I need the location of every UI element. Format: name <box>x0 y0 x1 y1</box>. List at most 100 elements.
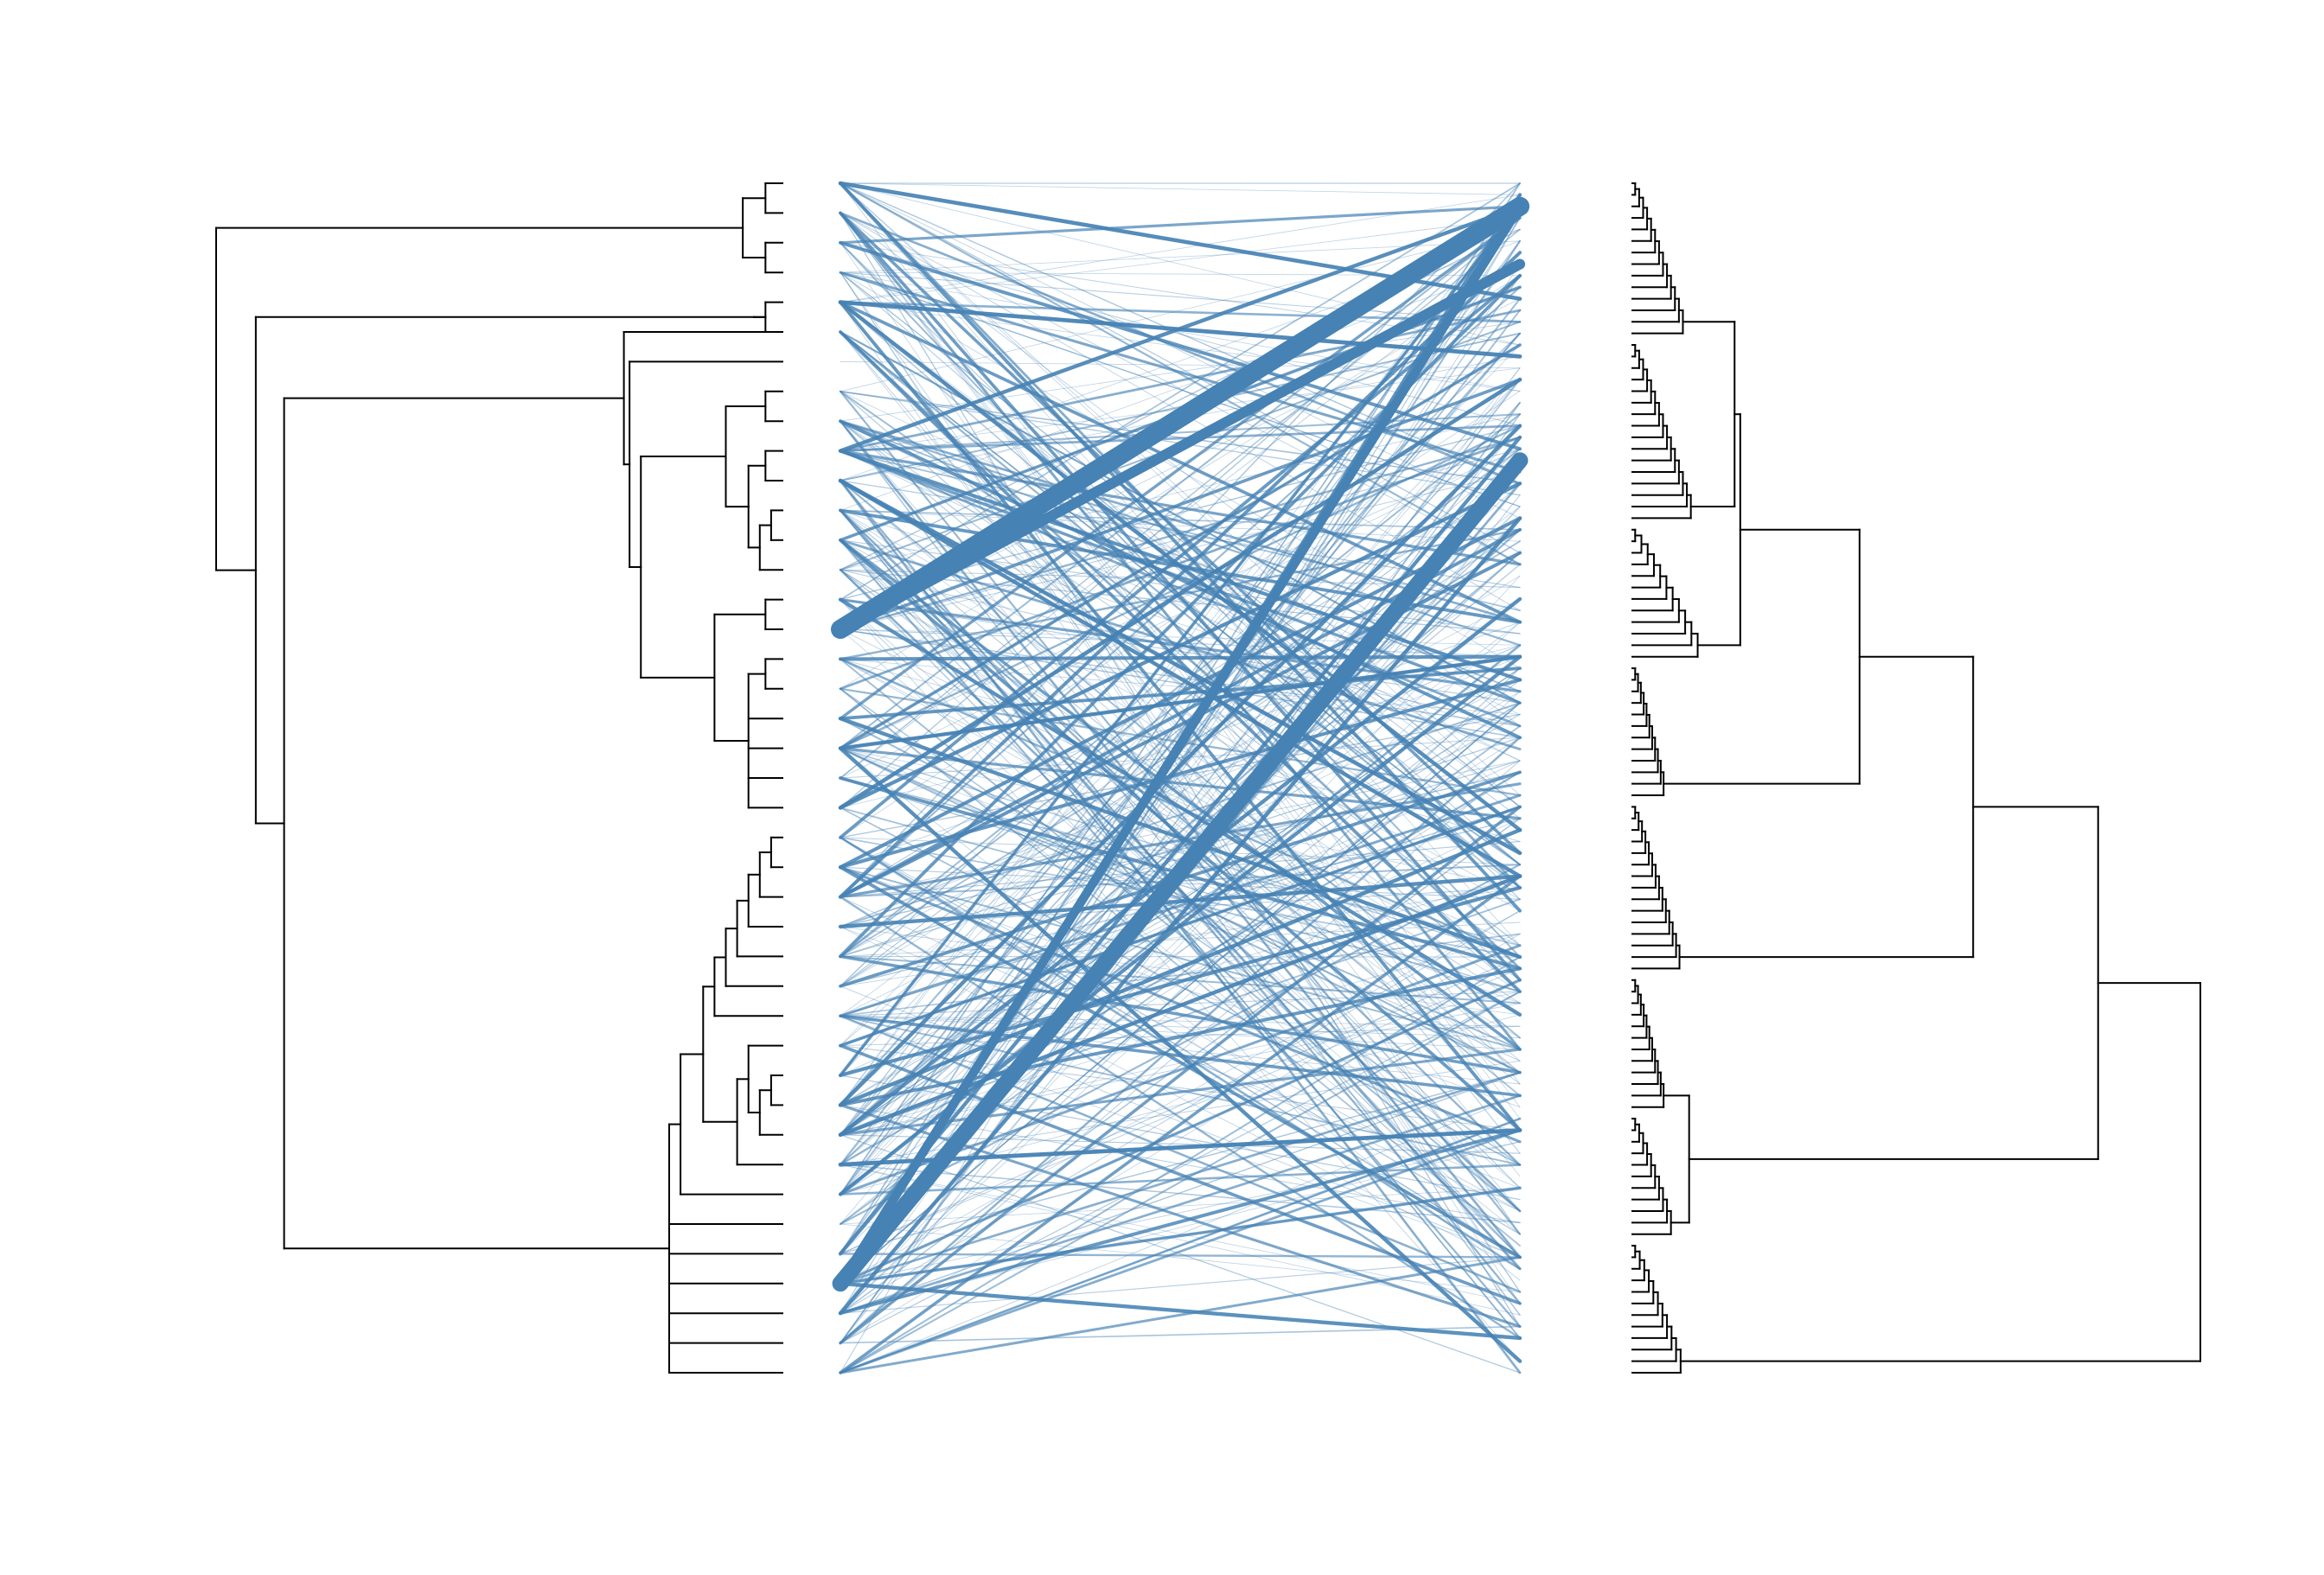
association-link <box>840 391 1521 715</box>
association-link <box>840 985 1521 1258</box>
association-link <box>840 420 1521 692</box>
association-link <box>840 182 1521 554</box>
association-link <box>840 229 1521 392</box>
association-link <box>840 747 1521 958</box>
association-link <box>840 212 1521 565</box>
association-link <box>839 424 1522 749</box>
association-link <box>840 271 1521 1292</box>
association-link <box>839 979 1522 1285</box>
association-link <box>840 817 1521 1314</box>
association-link <box>840 391 1521 839</box>
association-link <box>840 271 1521 1235</box>
association-link <box>840 818 1521 987</box>
association-link <box>839 864 1522 1226</box>
association-link <box>840 667 1521 1136</box>
association-link <box>840 807 1521 1166</box>
association-link <box>840 1325 1521 1344</box>
association-link <box>840 448 1521 779</box>
association-link <box>839 1128 1522 1316</box>
association-link <box>839 1014 1522 1293</box>
association-link <box>840 182 1521 346</box>
association-link <box>840 1164 1521 1304</box>
association-link <box>840 887 1521 928</box>
association-link <box>840 569 1521 1259</box>
association-link <box>840 926 1521 1270</box>
association-link <box>840 569 1521 992</box>
association-link <box>840 552 1521 1136</box>
strong-association-link <box>832 452 1529 1292</box>
association-link <box>839 1094 1522 1315</box>
association-link <box>840 506 1521 1195</box>
strong-association-link <box>835 201 1525 1288</box>
association-link <box>840 471 1521 987</box>
association-link <box>839 300 1522 624</box>
association-link <box>838 478 1523 878</box>
association-link <box>840 702 1521 1285</box>
association-link <box>839 866 1522 1050</box>
association-link <box>840 509 1521 531</box>
association-link <box>840 450 1521 612</box>
association-link <box>840 1015 1521 1085</box>
association-link <box>839 309 1522 453</box>
association-link <box>839 865 1522 1259</box>
association-link <box>840 539 1521 1097</box>
association-link <box>840 510 1521 912</box>
association-link <box>839 896 1522 1340</box>
association-link <box>840 182 1521 485</box>
association-link <box>840 667 1521 1314</box>
association-link <box>839 865 1522 1144</box>
association-link <box>840 1164 1521 1224</box>
association-link <box>840 271 1521 507</box>
association-link <box>840 194 1521 303</box>
association-link <box>840 302 1521 392</box>
association-link <box>840 332 1521 1136</box>
association-link <box>840 656 1521 928</box>
association-link <box>840 448 1521 749</box>
association-link <box>840 1223 1521 1292</box>
association-link <box>840 331 1521 865</box>
association-link <box>840 599 1521 1189</box>
association-link <box>840 217 1521 303</box>
association-link <box>839 217 1522 749</box>
association-link <box>840 182 1521 807</box>
association-link <box>840 667 1521 1136</box>
association-link <box>839 1186 1522 1285</box>
association-link <box>840 450 1521 762</box>
association-link <box>840 777 1521 992</box>
association-link <box>840 271 1521 322</box>
association-link <box>839 528 1522 1136</box>
association-link <box>839 449 1522 566</box>
strong-association-link <box>831 196 1529 639</box>
association-link <box>838 481 1523 810</box>
association-link <box>838 654 1523 661</box>
association-link <box>840 379 1521 1076</box>
association-link <box>840 367 1521 1196</box>
association-link <box>840 1164 1521 1316</box>
association-link <box>839 390 1522 1235</box>
association-link <box>840 1015 1521 1050</box>
association-link <box>840 302 1521 1292</box>
association-link <box>840 275 1521 690</box>
left-dendrogram <box>215 182 783 1374</box>
association-link <box>840 866 1521 1108</box>
association-link <box>840 271 1521 392</box>
association-links <box>831 181 1529 1374</box>
association-link <box>839 1043 1522 1305</box>
association-link <box>840 598 1521 957</box>
association-link <box>840 413 1521 958</box>
association-link <box>840 413 1521 452</box>
association-link <box>840 217 1521 1314</box>
right-dendrogram <box>1631 182 2201 1374</box>
association-link <box>840 898 1521 1136</box>
association-link <box>838 204 1523 453</box>
strong-association-link <box>834 258 1526 635</box>
association-link <box>840 271 1521 507</box>
association-link <box>839 1129 1522 1374</box>
association-link <box>840 979 1521 1285</box>
association-link <box>838 1281 1523 1341</box>
association-link <box>840 1015 1521 1258</box>
association-link <box>840 760 1521 898</box>
association-link <box>840 390 1521 485</box>
association-link <box>839 717 1522 1074</box>
